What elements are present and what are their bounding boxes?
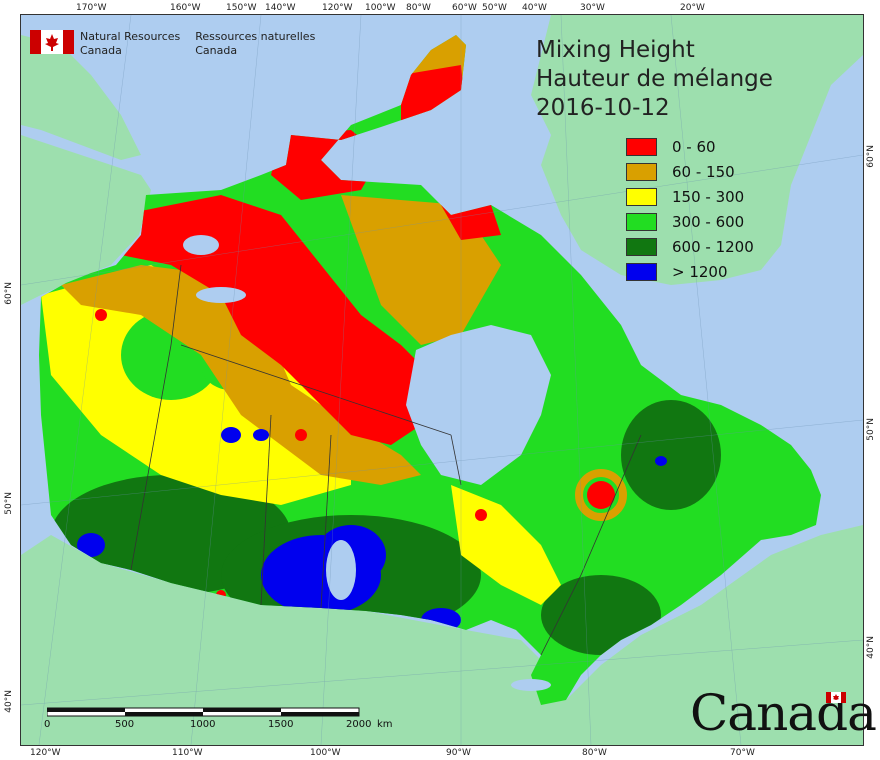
lake-winnipeg — [326, 540, 356, 600]
zone-600-1200 — [621, 400, 721, 510]
mixing-height-zones — [41, 35, 721, 655]
canada-wordmark: Canada — [690, 684, 877, 742]
title-en: Mixing Height — [536, 37, 695, 63]
right-tick-label: 50°N — [866, 418, 876, 441]
legend-item: 0 - 60 — [626, 134, 754, 159]
great-slave-lake — [196, 287, 246, 303]
zone-0-60 — [295, 429, 307, 441]
legend-label: 600 - 1200 — [672, 237, 754, 256]
agency-signature: Natural Resources Canada Ressources natu… — [30, 30, 330, 58]
bottom-tick-label: 80°W — [582, 748, 607, 758]
lake-superior — [511, 679, 551, 691]
legend-item: 600 - 1200 — [626, 234, 754, 259]
legend-item: 150 - 300 — [626, 184, 754, 209]
scale-bar-graphic — [46, 707, 360, 717]
legend-label: 300 - 600 — [672, 212, 745, 231]
legend-swatch — [626, 212, 657, 231]
province-boundaries — [130, 264, 642, 656]
top-tick-label: 160°W — [170, 3, 201, 13]
top-tick-label: 100°W — [365, 3, 396, 13]
legend-label: 0 - 60 — [672, 137, 716, 156]
agency-fr-line: Ressources naturelles — [195, 30, 316, 43]
right-tick-label: 60°N — [866, 145, 876, 168]
legend-item: 300 - 600 — [626, 209, 754, 234]
top-tick-label: 60°W — [452, 3, 477, 13]
top-tick-label: 80°W — [406, 3, 431, 13]
canada-flag-icon — [30, 30, 74, 54]
zone-over-1200 — [655, 456, 667, 466]
agency-name-en: Natural Resources Canada — [80, 30, 180, 58]
graticule — [21, 15, 863, 745]
greenland-land — [531, 15, 863, 285]
zone-0-60 — [587, 481, 615, 509]
agency-en-line: Natural Resources — [80, 30, 181, 43]
agency-fr-line: Canada — [195, 44, 238, 57]
top-tick-label: 120°W — [322, 3, 353, 13]
scale-label: 1000 — [190, 719, 216, 730]
top-tick-label: 170°W — [76, 3, 107, 13]
title-fr: Hauteur de mélange — [536, 66, 773, 92]
scale-label: 500 — [115, 719, 135, 730]
legend-label: 60 - 150 — [672, 162, 735, 181]
zone-0-60 — [441, 205, 501, 240]
usa-land — [21, 525, 863, 745]
legend-swatch — [626, 187, 657, 206]
legend-swatch — [626, 162, 657, 181]
agency-name-fr: Ressources naturelles Canada — [195, 30, 315, 58]
zone-over-1200 — [253, 429, 269, 441]
legend: 0 - 60 60 - 150 150 - 300 300 - 600 600 … — [626, 134, 754, 284]
left-tick-label: 50°N — [4, 492, 14, 515]
scale-label: 1500 — [268, 719, 294, 730]
agency-en-line: Canada — [80, 44, 122, 57]
title-date: 2016-10-12 — [536, 95, 670, 121]
zone-0-60 — [475, 509, 487, 521]
legend-label: > 1200 — [672, 262, 728, 281]
top-tick-label: 30°W — [580, 3, 605, 13]
alaska-land — [21, 135, 151, 305]
bottom-tick-label: 90°W — [446, 748, 471, 758]
zone-0-60 — [95, 309, 107, 321]
bottom-tick-label: 110°W — [172, 748, 203, 758]
map-frame: 170°W 160°W 150°W 140°W 120°W 100°W 80°W… — [20, 14, 864, 746]
mixing-height-map — [21, 15, 863, 745]
map-title: Mixing Height Hauteur de mélange 2016-10… — [536, 36, 773, 123]
left-tick-label: 60°N — [4, 282, 14, 305]
zone-60-150 — [575, 469, 627, 521]
zone-over-1200 — [77, 533, 105, 557]
legend-item: 60 - 150 — [626, 159, 754, 184]
top-tick-label: 50°W — [482, 3, 507, 13]
right-tick-label: 40°N — [866, 636, 876, 659]
bottom-tick-label: 120°W — [30, 748, 61, 758]
top-tick-label: 20°W — [680, 3, 705, 13]
wordmark-flag-icon — [826, 692, 846, 703]
bottom-tick-label: 70°W — [730, 748, 755, 758]
scale-bar: 0 500 1000 1500 2000 km — [44, 705, 393, 730]
scale-label: 0 — [44, 719, 51, 730]
legend-swatch — [626, 137, 657, 156]
zone-over-1200 — [221, 427, 241, 443]
legend-swatch — [626, 237, 657, 256]
scale-unit: km — [377, 719, 393, 730]
great-bear-lake — [183, 235, 219, 255]
alaska-land-north — [21, 35, 141, 160]
legend-item: > 1200 — [626, 259, 754, 284]
scale-label: 2000 — [346, 719, 372, 730]
zone-60-150 — [61, 265, 421, 485]
hudson-bay — [406, 325, 551, 485]
legend-swatch — [626, 262, 657, 281]
top-tick-label: 140°W — [265, 3, 296, 13]
top-tick-label: 150°W — [226, 3, 257, 13]
top-tick-label: 40°W — [522, 3, 547, 13]
bottom-tick-label: 100°W — [310, 748, 341, 758]
legend-label: 150 - 300 — [672, 187, 745, 206]
left-tick-label: 40°N — [4, 690, 14, 713]
